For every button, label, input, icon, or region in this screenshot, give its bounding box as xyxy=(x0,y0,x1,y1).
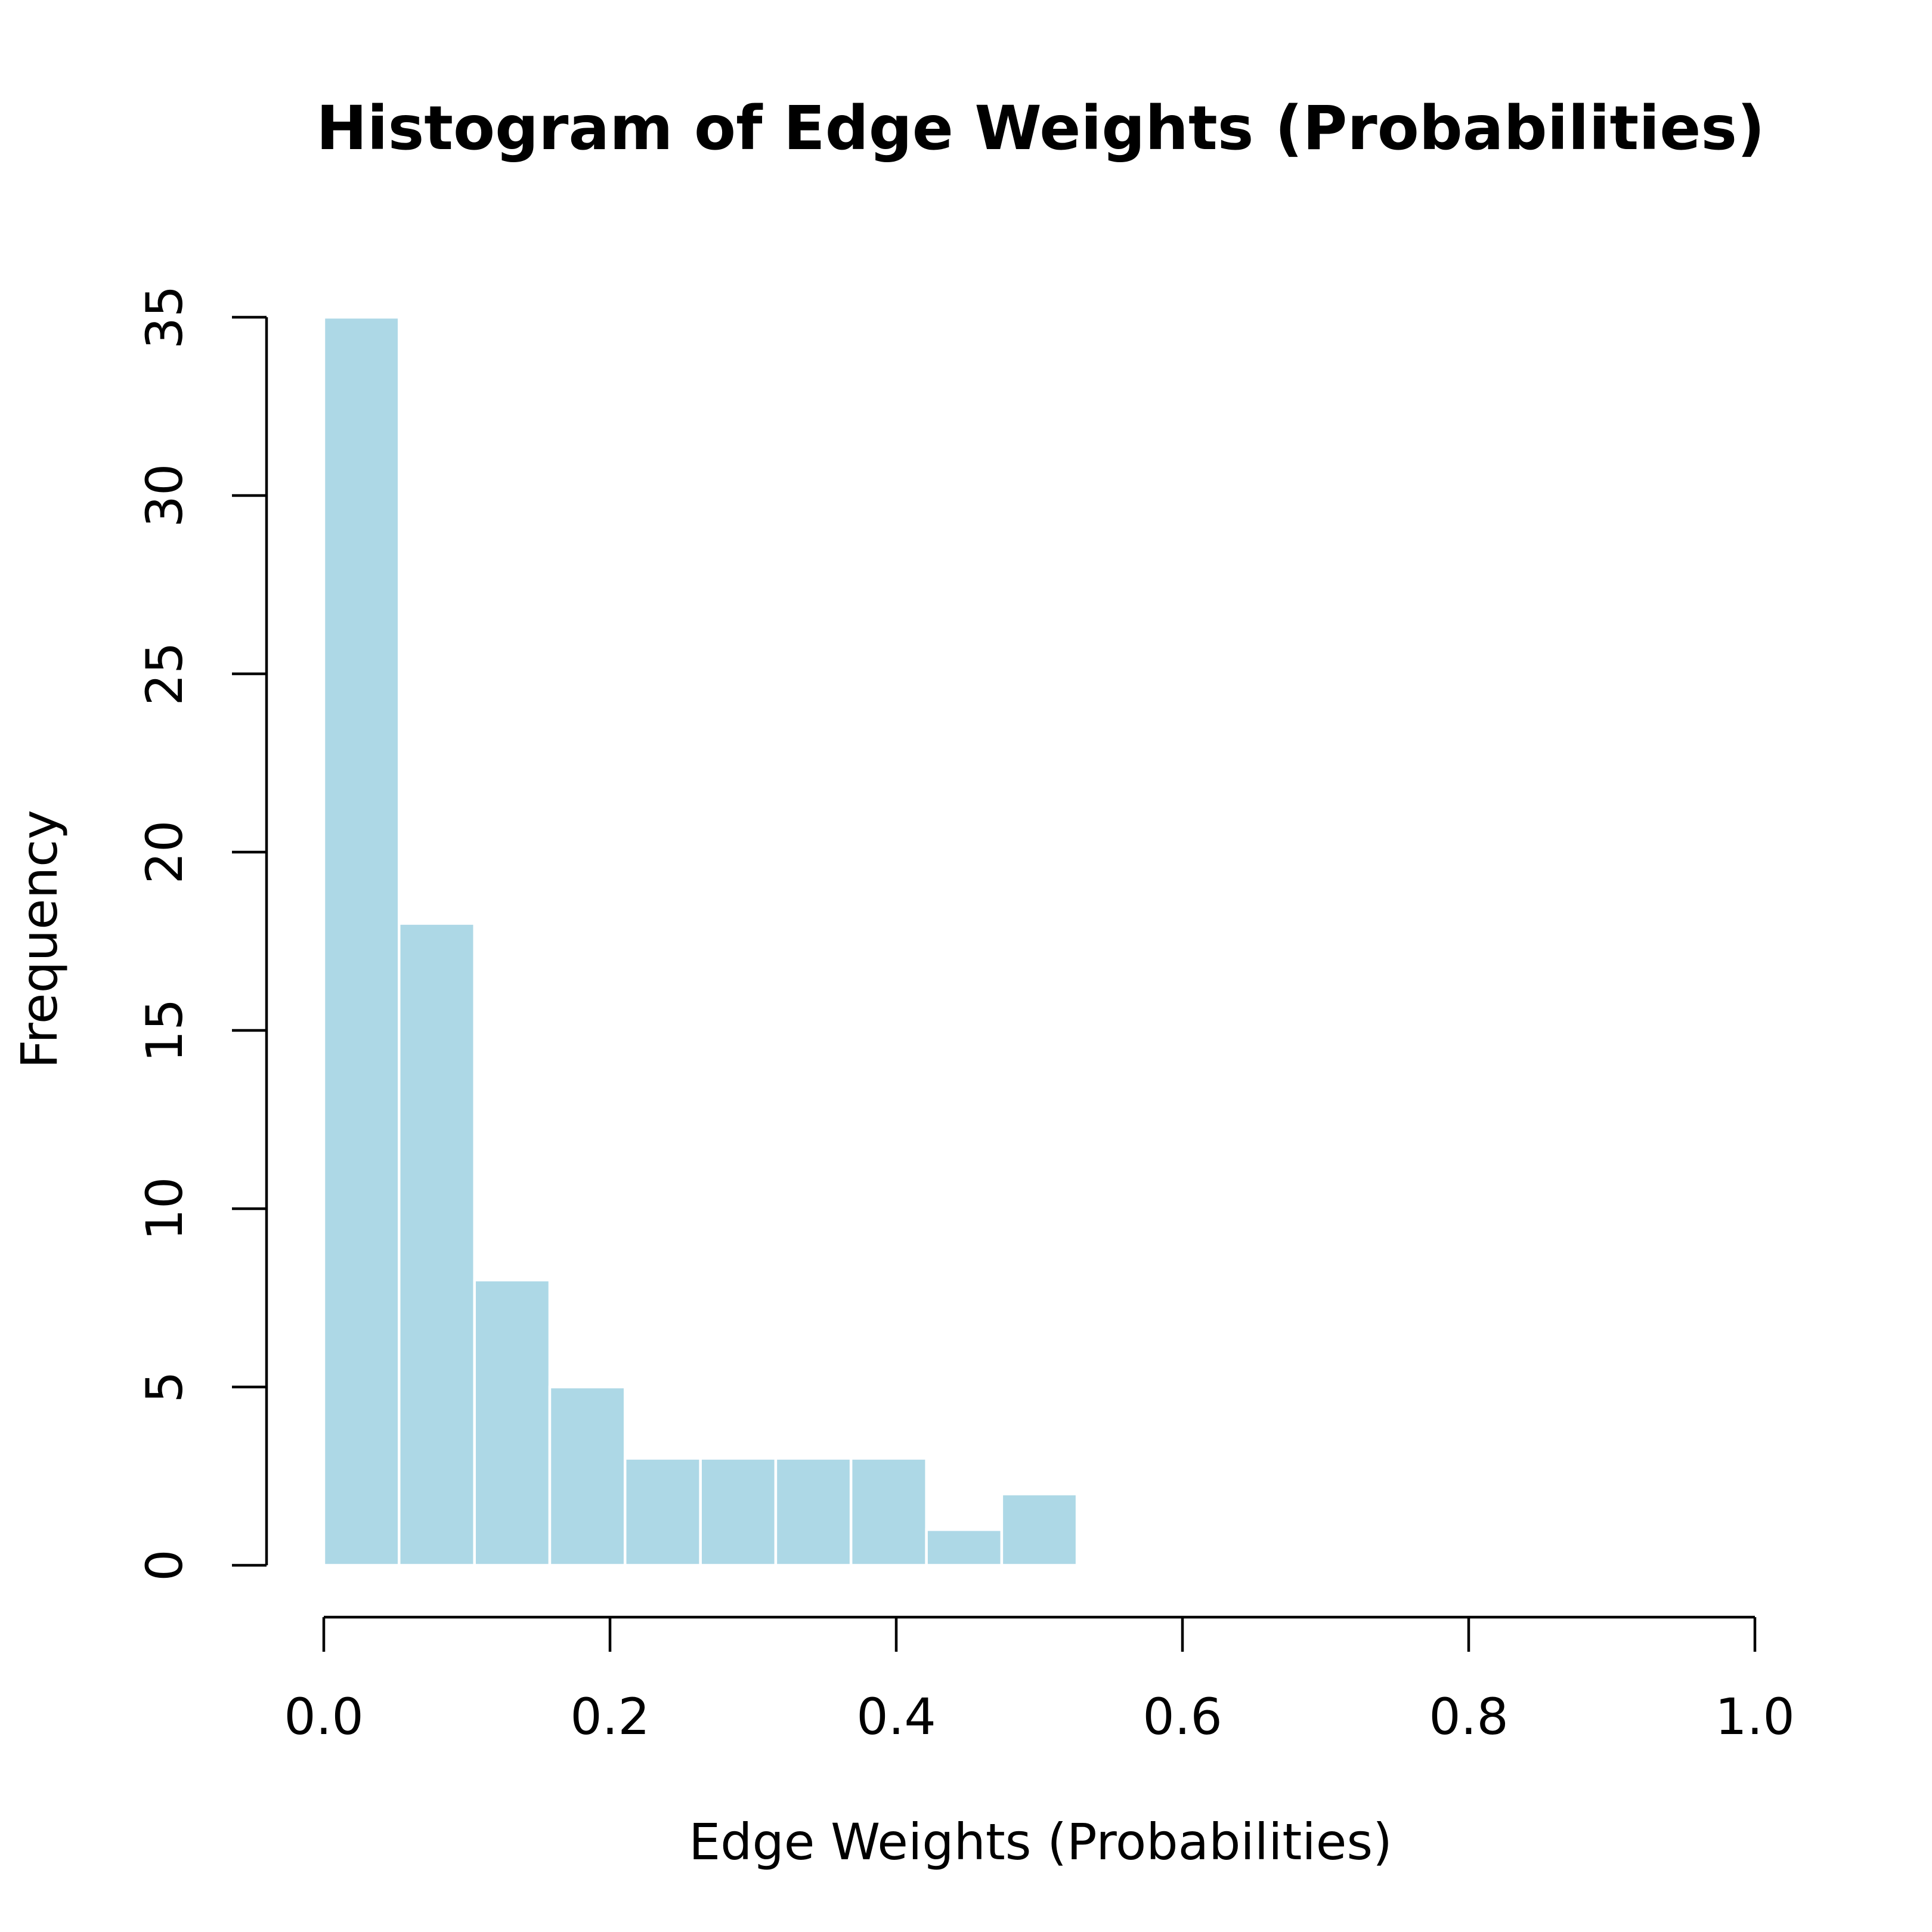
histogram-bar xyxy=(473,1278,552,1567)
y-tick-label: 35 xyxy=(135,286,194,349)
histogram-bar xyxy=(699,1457,778,1567)
y-tick-label: 25 xyxy=(135,642,194,706)
x-tick-label: 0.8 xyxy=(1429,1688,1509,1746)
histogram-bar xyxy=(1000,1493,1079,1567)
histogram-bar xyxy=(397,922,476,1567)
histogram-bar xyxy=(623,1457,702,1567)
chart-title: Histogram of Edge Weights (Probabilities… xyxy=(316,93,1765,164)
y-tick-label: 15 xyxy=(135,999,194,1063)
y-tick-label: 10 xyxy=(135,1177,194,1241)
histogram-bar xyxy=(925,1528,1004,1567)
x-tick-label: 0.2 xyxy=(570,1688,650,1746)
x-axis: 0.0 0.2 0.4 0.6 0.8 1.0 xyxy=(284,1615,1795,1746)
histogram-bar xyxy=(548,1385,627,1567)
bars-group xyxy=(322,315,1079,1567)
x-tick-label: 0.6 xyxy=(1143,1688,1222,1746)
y-tick-label: 0 xyxy=(135,1549,194,1581)
y-axis: 0 5 10 15 20 25 30 35 xyxy=(135,286,268,1581)
histogram-bar xyxy=(774,1457,853,1567)
x-axis-label: Edge Weights (Probabilities) xyxy=(689,1813,1392,1871)
y-tick-label: 20 xyxy=(135,821,194,884)
y-tick-label: 30 xyxy=(135,464,194,528)
x-tick-label: 0.0 xyxy=(284,1688,364,1746)
y-axis-label: Frequency xyxy=(10,810,69,1069)
histogram-bar xyxy=(849,1457,928,1567)
x-tick-label: 1.0 xyxy=(1715,1688,1795,1746)
x-tick-label: 0.4 xyxy=(856,1688,936,1746)
y-tick-label: 5 xyxy=(135,1371,194,1402)
histogram-bar xyxy=(322,315,401,1567)
